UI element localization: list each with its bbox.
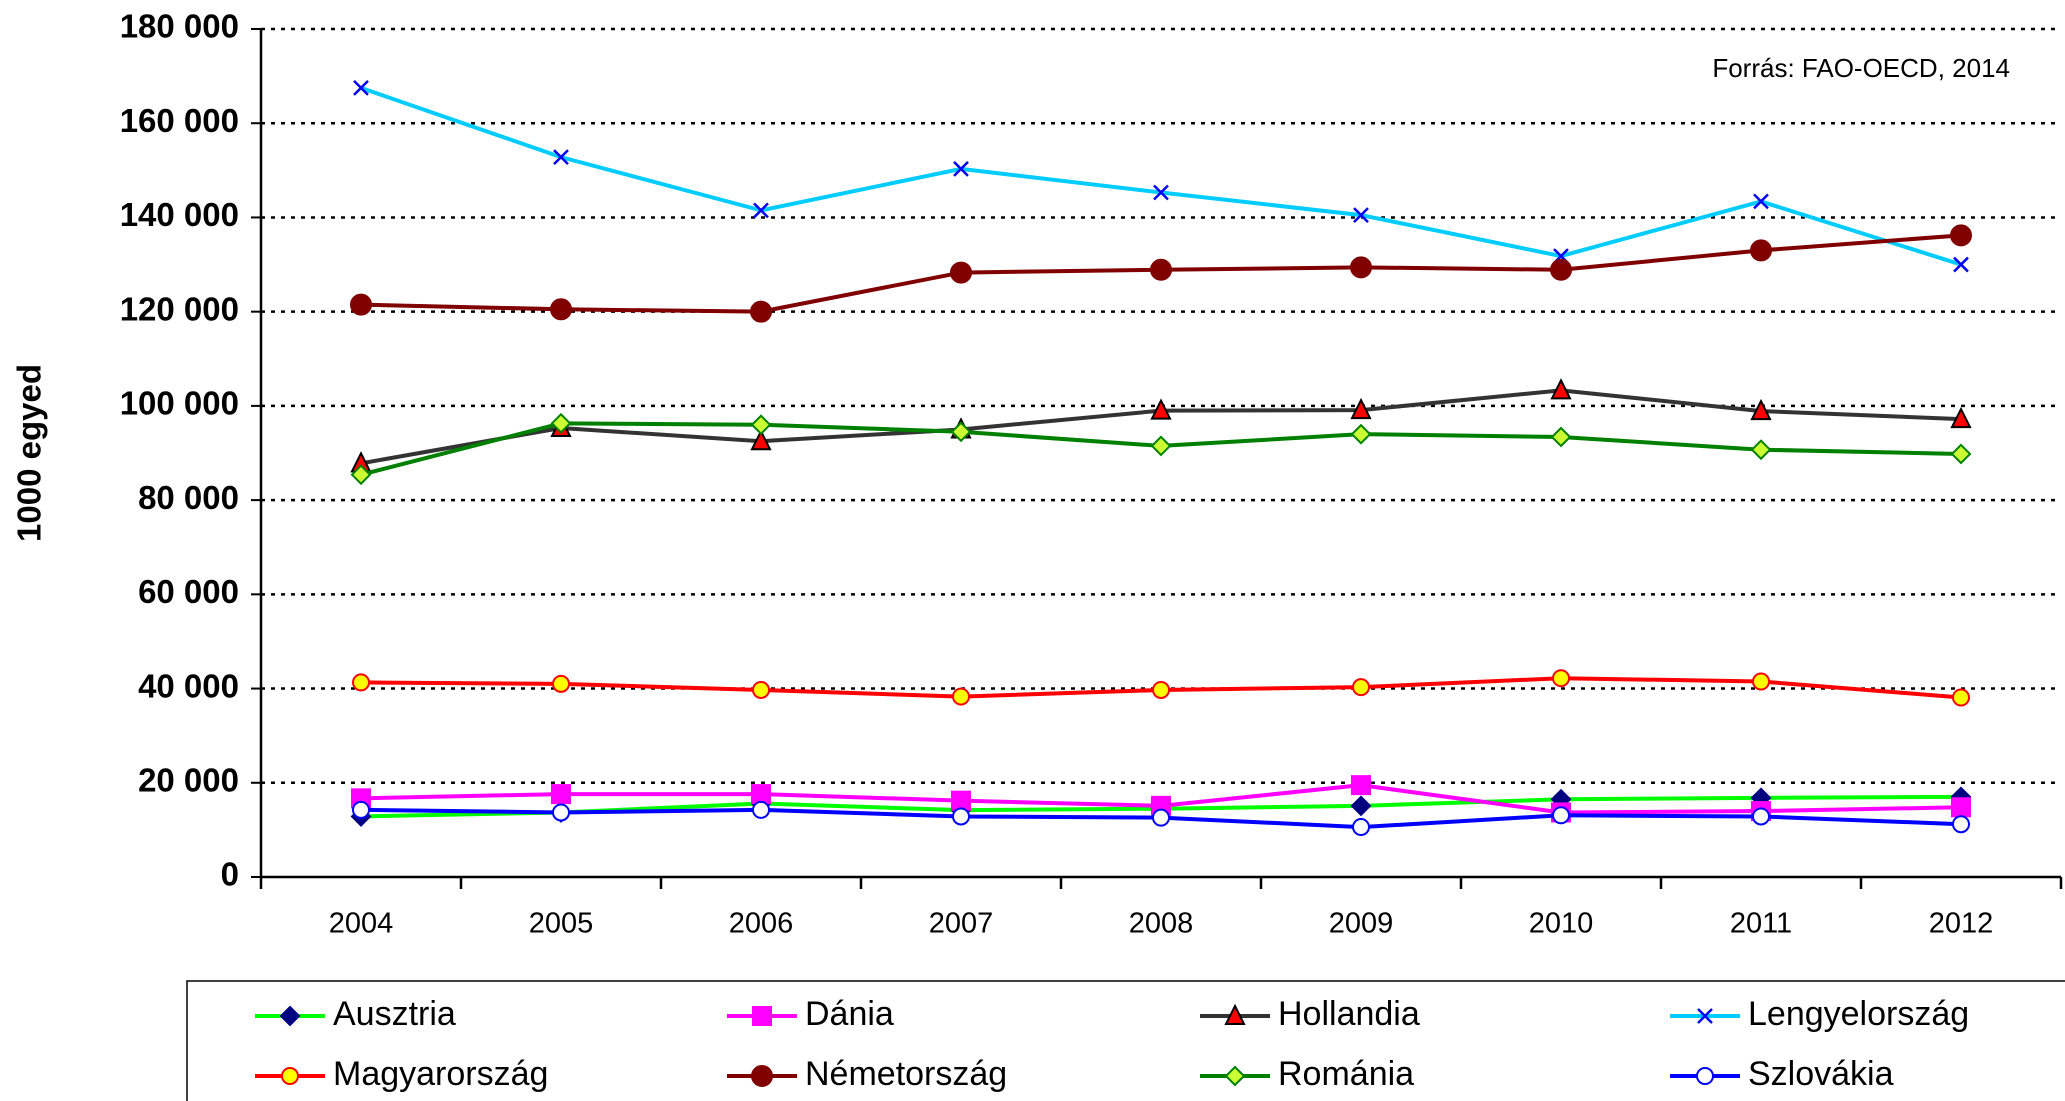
marker (1950, 406, 1972, 429)
marker (753, 202, 769, 219)
marker (950, 421, 972, 443)
y-tick-label: 20 000 (138, 761, 239, 798)
marker (1750, 239, 1772, 262)
marker (1750, 439, 1772, 461)
marker (352, 673, 370, 692)
legend-label: Románia (1278, 1055, 1414, 1093)
marker (1753, 193, 1769, 210)
marker (551, 784, 571, 805)
marker (1953, 256, 1969, 273)
marker (1351, 775, 1371, 796)
marker (950, 261, 972, 284)
marker (952, 807, 970, 826)
marker (750, 414, 772, 436)
marker (1350, 256, 1372, 279)
legend-label: Ausztria (333, 995, 456, 1033)
marker (1224, 1065, 1246, 1087)
legend-label: Lengyelország (1748, 995, 1969, 1033)
marker (1153, 184, 1169, 201)
marker (552, 803, 570, 822)
marker (353, 80, 369, 96)
x-tick-label: 2006 (729, 908, 794, 940)
marker (350, 293, 372, 316)
marker (1150, 435, 1172, 457)
marker (1150, 258, 1172, 281)
x-tick-label: 2011 (1730, 908, 1792, 940)
marker (751, 784, 771, 805)
marker (281, 1067, 299, 1085)
x-tick-label: 2004 (329, 908, 394, 940)
y-tick-label: 140 000 (120, 196, 239, 233)
x-tick-label: 2012 (1929, 908, 1994, 940)
legend-label: Németország (805, 1055, 1007, 1093)
marker (1150, 398, 1172, 420)
marker (552, 674, 570, 693)
marker (1950, 443, 1972, 465)
marker (1952, 688, 1970, 707)
marker (553, 149, 569, 166)
marker (1224, 1003, 1246, 1025)
y-tick-label: 100 000 (120, 385, 239, 422)
y-tick-label: 60 000 (138, 573, 239, 610)
marker (279, 1005, 301, 1027)
marker (953, 161, 969, 177)
marker (1550, 426, 1572, 448)
y-tick-label: 40 000 (138, 667, 239, 704)
marker (1350, 795, 1372, 817)
marker (1752, 807, 1770, 826)
marker (1152, 680, 1170, 699)
y-axis-label: 1000 egyed (11, 364, 48, 542)
marker (1950, 224, 1972, 247)
legend-label: Szlovákia (1748, 1055, 1894, 1093)
marker (1350, 397, 1372, 420)
series-line (360, 85, 1962, 267)
x-tick-label: 2005 (529, 908, 594, 940)
y-tick-label: 0 (221, 856, 239, 893)
marker (352, 800, 370, 819)
legend-label: Hollandia (1278, 995, 1420, 1033)
x-tick-label: 2007 (929, 908, 994, 940)
marker (1352, 678, 1370, 697)
marker (1552, 806, 1570, 825)
marker (1152, 808, 1170, 827)
legend-label: Magyarország (333, 1055, 548, 1093)
marker (1952, 815, 1970, 834)
marker (1350, 423, 1372, 445)
marker (752, 680, 770, 699)
x-tick-label: 2010 (1529, 908, 1594, 940)
y-tick-label: 80 000 (138, 479, 239, 516)
marker (752, 800, 770, 819)
marker (750, 300, 772, 323)
y-tick-label: 180 000 (120, 8, 239, 45)
marker (952, 687, 970, 706)
marker (1353, 207, 1369, 223)
marker (1550, 378, 1572, 400)
x-tick-label: 2009 (1329, 908, 1394, 940)
y-tick-label: 120 000 (120, 290, 239, 327)
legend-box (186, 980, 2065, 1101)
marker (1352, 818, 1370, 837)
marker (1951, 797, 1971, 818)
y-tick-label: 160 000 (120, 102, 239, 139)
marker (1696, 1067, 1714, 1085)
marker (550, 412, 572, 434)
marker (750, 428, 772, 451)
marker (550, 298, 572, 321)
marker (1697, 1008, 1713, 1024)
marker (1752, 672, 1770, 691)
legend-label: Dánia (805, 995, 894, 1033)
annotation: Forrás: FAO-OECD, 2014 (1712, 53, 2010, 83)
marker (751, 1065, 773, 1087)
x-tick-label: 2008 (1129, 908, 1194, 940)
marker (951, 790, 971, 811)
marker (1552, 669, 1570, 688)
marker (350, 464, 372, 486)
marker (1750, 398, 1772, 421)
marker (1550, 258, 1572, 281)
marker (752, 1006, 772, 1026)
